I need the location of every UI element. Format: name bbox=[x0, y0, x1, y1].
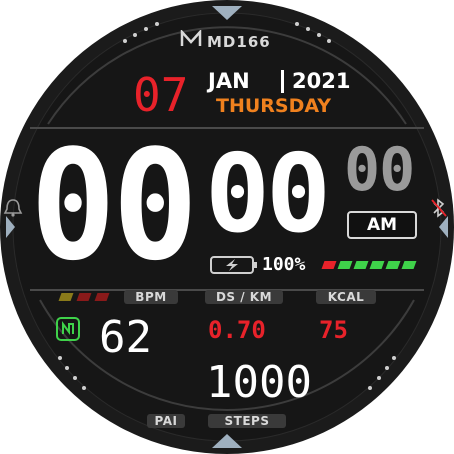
zone-segment bbox=[58, 293, 74, 301]
battery-percent: 100% bbox=[262, 254, 306, 275]
steps-value: 1000 bbox=[206, 357, 312, 408]
battery-segment bbox=[321, 261, 337, 269]
pai-badge-icon bbox=[56, 317, 80, 341]
time-hours: 00 bbox=[30, 117, 198, 294]
battery-segment bbox=[337, 261, 353, 269]
battery-segment bbox=[385, 261, 401, 269]
heart-zone-indicator bbox=[58, 292, 114, 302]
date-day: 07 bbox=[133, 68, 189, 122]
battery-segment bbox=[353, 261, 369, 269]
distance-label: DS / KM bbox=[205, 290, 283, 304]
kcal-label: KCAL bbox=[316, 290, 376, 304]
date-separator bbox=[281, 70, 284, 93]
date-weekday: THURSDAY bbox=[216, 95, 332, 117]
distance-value: 0.70 bbox=[208, 316, 266, 344]
date-year: 2021 bbox=[292, 69, 351, 93]
zone-segment bbox=[94, 293, 110, 301]
bluetooth-off-icon[interactable] bbox=[430, 197, 448, 219]
battery-segment bbox=[401, 261, 417, 269]
brand-name: MD166 bbox=[207, 33, 271, 51]
am-pm-badge: AM bbox=[347, 211, 417, 239]
alarm-bell-icon[interactable] bbox=[2, 197, 24, 219]
zone-segment bbox=[76, 293, 92, 301]
pai-label: PAI bbox=[147, 414, 185, 428]
kcal-value: 75 bbox=[319, 316, 348, 344]
date-month: JAN bbox=[208, 69, 250, 93]
steps-label: STEPS bbox=[208, 414, 286, 428]
battery-charging-icon bbox=[210, 256, 257, 274]
battery-segment bbox=[369, 261, 385, 269]
bpm-label: BPM bbox=[124, 290, 178, 304]
bpm-value: 62 bbox=[99, 312, 152, 363]
battery-level-bar bbox=[321, 259, 427, 271]
time-seconds: 00 bbox=[344, 135, 415, 205]
time-minutes: 00 bbox=[205, 132, 331, 257]
brand-logo-icon bbox=[180, 30, 202, 46]
